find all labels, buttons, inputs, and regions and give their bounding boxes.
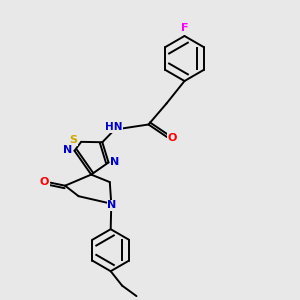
Text: S: S	[70, 135, 78, 146]
Text: O: O	[168, 133, 177, 143]
Text: O: O	[40, 177, 50, 187]
Text: N: N	[110, 157, 120, 167]
Text: F: F	[181, 22, 188, 33]
Text: HN: HN	[105, 122, 123, 132]
Text: N: N	[107, 200, 116, 210]
Text: N: N	[63, 145, 73, 155]
